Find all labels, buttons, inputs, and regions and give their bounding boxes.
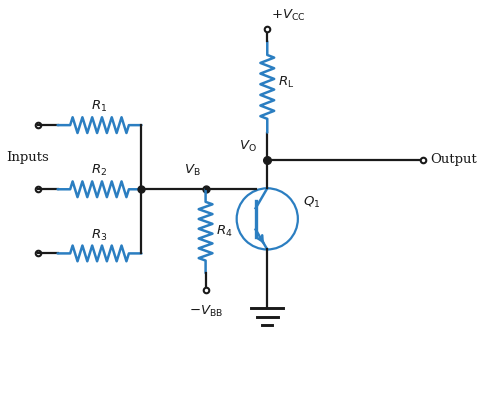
Text: $R_1$: $R_1$ [92,99,108,114]
Text: $R_3$: $R_3$ [92,228,108,243]
Text: $V_{\mathrm{B}}$: $V_{\mathrm{B}}$ [184,163,200,178]
Text: $R_2$: $R_2$ [92,163,108,178]
Text: $Q_1$: $Q_1$ [303,194,320,210]
Text: $-V_{\mathrm{BB}}$: $-V_{\mathrm{BB}}$ [188,304,222,319]
Text: Inputs: Inputs [6,151,48,164]
Text: $R_4$: $R_4$ [216,224,233,239]
Text: $R_{\mathrm{L}}$: $R_{\mathrm{L}}$ [278,75,294,90]
Text: $+V_{\mathrm{CC}}$: $+V_{\mathrm{CC}}$ [271,8,306,23]
Text: $V_{\mathrm{O}}$: $V_{\mathrm{O}}$ [238,139,256,154]
Text: Output: Output [430,153,477,166]
